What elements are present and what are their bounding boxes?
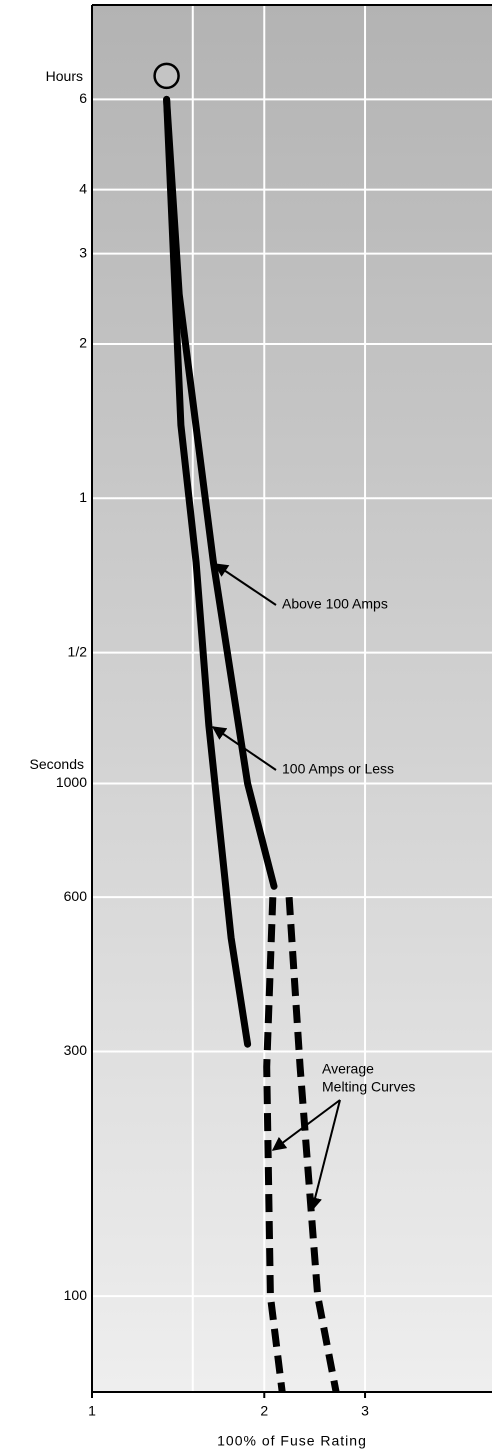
annotation-arrow — [213, 563, 277, 606]
x-tick-label: 2 — [260, 1403, 268, 1419]
y-unit-label: Hours — [46, 68, 83, 84]
y-tick-label: 6 — [79, 90, 87, 106]
annotation: Melting Curves — [322, 1079, 415, 1095]
y-unit-label: Seconds — [30, 756, 84, 772]
y-tick-label: 1/2 — [68, 643, 88, 659]
y-tick-label: 1000 — [56, 774, 87, 790]
y-tick-label: 1 — [79, 489, 87, 505]
grid — [92, 5, 492, 1392]
plot-area — [92, 5, 492, 1392]
x-tick-label: 3 — [361, 1403, 369, 1419]
annotation-arrow — [308, 1099, 341, 1212]
y-tick-label: 600 — [64, 888, 88, 904]
curves — [163, 95, 340, 1393]
annotation: Above 100 Amps — [282, 596, 388, 612]
curve — [263, 897, 286, 1393]
start-marker — [153, 62, 180, 90]
annotation: Average — [322, 1061, 374, 1077]
y-tick-label: 3 — [79, 244, 87, 260]
x-tick-label: 1 — [88, 1403, 96, 1419]
annotation: 100 Amps or Less — [282, 761, 394, 777]
y-tick-label: 100 — [64, 1287, 88, 1303]
curve — [285, 896, 340, 1393]
y-tick-label: 300 — [64, 1042, 88, 1058]
y-tick-label: 4 — [79, 180, 87, 196]
curve — [163, 95, 252, 1048]
annotation-arrow — [211, 726, 277, 771]
y-tick-label: 2 — [79, 335, 87, 351]
annotation-arrow — [271, 1099, 341, 1151]
x-axis-label: 100% of Fuse Rating — [217, 1433, 367, 1449]
